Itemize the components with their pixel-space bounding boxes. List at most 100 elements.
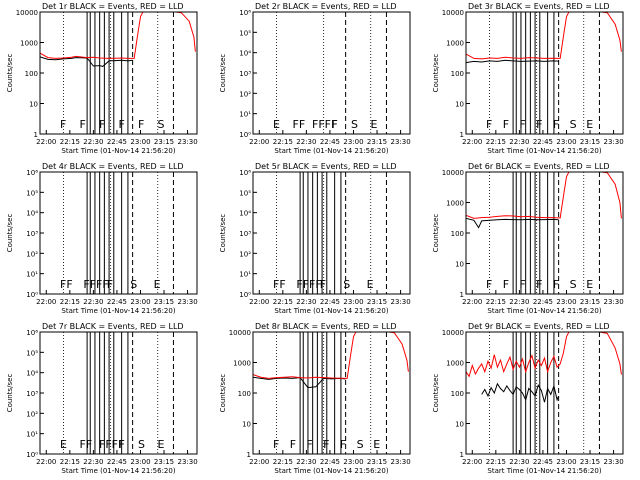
x-axis-label: Start Time (01-Nov-14 21:56:20) [61, 307, 175, 315]
x-tick-label: 23:30 [177, 138, 197, 146]
y-tick-label: 10⁰ [26, 291, 38, 299]
x-tick-label: 23:15 [580, 298, 600, 306]
x-tick-label: 23:00 [130, 298, 150, 306]
event-marker-label: S [351, 118, 358, 131]
y-tick-label: 10⁵ [26, 189, 38, 197]
y-tick-label: 100 [451, 230, 464, 238]
y-tick-label: 10 [455, 261, 464, 269]
y-tick-label: 10⁴ [239, 50, 251, 58]
panel-title: Det 3r BLACK = Events, RED = LLD [468, 2, 610, 11]
x-tick-label: 22:15 [60, 458, 80, 466]
event-marker-label: F [486, 118, 492, 131]
x-tick-label: 22:45 [107, 298, 127, 306]
y-tick-label: 10² [26, 250, 38, 258]
y-tick-label: 10⁴ [26, 210, 38, 218]
x-tick-label: 23:15 [367, 138, 387, 146]
x-tick-label: 22:30 [296, 458, 316, 466]
x-tick-label: 22:00 [36, 298, 56, 306]
event-marker-label: E [60, 438, 67, 451]
x-tick-label: 22:00 [462, 298, 482, 306]
event-marker-label: F [536, 118, 542, 131]
y-tick-label: 10⁵ [239, 29, 251, 37]
x-axis-label: Start Time (01-Nov-14 21:56:20) [487, 467, 601, 475]
y-axis-label: Counts/sec [6, 214, 14, 253]
event-marker-label: S [357, 438, 364, 451]
series-lld-line [40, 12, 196, 59]
y-tick-label: 1 [460, 291, 464, 299]
x-tick-label: 22:00 [249, 298, 269, 306]
x-tick-label: 22:15 [486, 298, 506, 306]
x-axis-label: Start Time (01-Nov-14 21:56:20) [61, 147, 175, 155]
y-tick-label: 10⁰ [239, 131, 251, 139]
x-tick-label: 23:30 [603, 138, 623, 146]
event-marker-label: S [570, 278, 577, 291]
plot-area [466, 172, 622, 294]
event-marker-label: E [371, 118, 378, 131]
panel-title: Det 4r BLACK = Events, RED = LLD [42, 162, 184, 171]
y-tick-label: 10¹ [239, 271, 251, 279]
event-marker-label: FF [273, 278, 286, 291]
event-marker-label: FFFF [99, 438, 124, 451]
x-tick-label: 23:15 [580, 458, 600, 466]
x-axis-label: Start Time (01-Nov-14 21:56:20) [274, 147, 388, 155]
y-axis-label: Counts/sec [432, 374, 440, 413]
y-tick-label: 100 [451, 390, 464, 398]
x-tick-label: 23:00 [130, 458, 150, 466]
event-marker-label: S [158, 118, 165, 131]
y-tick-label: 1000 [446, 200, 464, 208]
event-marker-label: F [119, 118, 125, 131]
x-tick-label: 22:30 [296, 298, 316, 306]
y-tick-label: 10³ [239, 230, 251, 238]
x-tick-label: 22:15 [486, 458, 506, 466]
plot-area [63, 332, 174, 454]
x-tick-label: 23:15 [367, 298, 387, 306]
plot-area [466, 12, 622, 134]
y-axis-label: Counts/sec [219, 54, 227, 93]
series-events-line [466, 217, 559, 229]
y-tick-label: 100 [25, 70, 38, 78]
y-tick-label: 10000 [16, 9, 38, 17]
y-axis-label: Counts/sec [219, 374, 227, 413]
event-marker-label: F [536, 278, 542, 291]
x-tick-label: 23:00 [343, 138, 363, 146]
y-tick-label: 1 [460, 131, 464, 139]
panel-title: Det 6r BLACK = Events, RED = LLD [468, 162, 610, 171]
x-tick-label: 22:00 [249, 138, 269, 146]
event-marker-label: F [320, 278, 326, 291]
y-tick-label: 10² [26, 410, 38, 418]
event-marker-label: FFFF [83, 278, 108, 291]
event-marker-label: E [373, 438, 380, 451]
series-lld-line [466, 12, 622, 60]
event-marker-label: E [586, 118, 593, 131]
series-lld-line [253, 332, 409, 379]
plot-area [276, 12, 387, 134]
y-tick-label: 1 [34, 131, 38, 139]
x-tick-label: 22:00 [462, 138, 482, 146]
x-tick-label: 22:30 [509, 298, 529, 306]
plot-area [253, 332, 409, 454]
event-marker-label: F [519, 118, 525, 131]
x-tick-label: 22:30 [83, 138, 103, 146]
x-axis-label: Start Time (01-Nov-14 21:56:20) [487, 307, 601, 315]
event-marker-label: S [343, 278, 350, 291]
y-tick-label: 10 [29, 101, 38, 109]
x-tick-label: 23:00 [556, 298, 576, 306]
y-tick-label: 10 [455, 421, 464, 429]
x-tick-label: 23:30 [603, 298, 623, 306]
y-tick-label: 10000 [442, 169, 464, 177]
y-tick-label: 10⁶ [239, 169, 251, 177]
x-tick-label: 23:15 [367, 458, 387, 466]
x-tick-label: 22:15 [60, 298, 80, 306]
x-tick-label: 22:30 [296, 138, 316, 146]
x-tick-label: 22:45 [533, 138, 553, 146]
y-tick-label: 10 [455, 101, 464, 109]
x-tick-label: 22:15 [486, 138, 506, 146]
x-axis-label: Start Time (01-Nov-14 21:56:20) [61, 467, 175, 475]
event-marker-label: FF [60, 278, 73, 291]
y-tick-label: 10⁰ [26, 451, 38, 459]
y-tick-label: 100 [451, 70, 464, 78]
y-tick-label: 10⁶ [239, 9, 251, 17]
